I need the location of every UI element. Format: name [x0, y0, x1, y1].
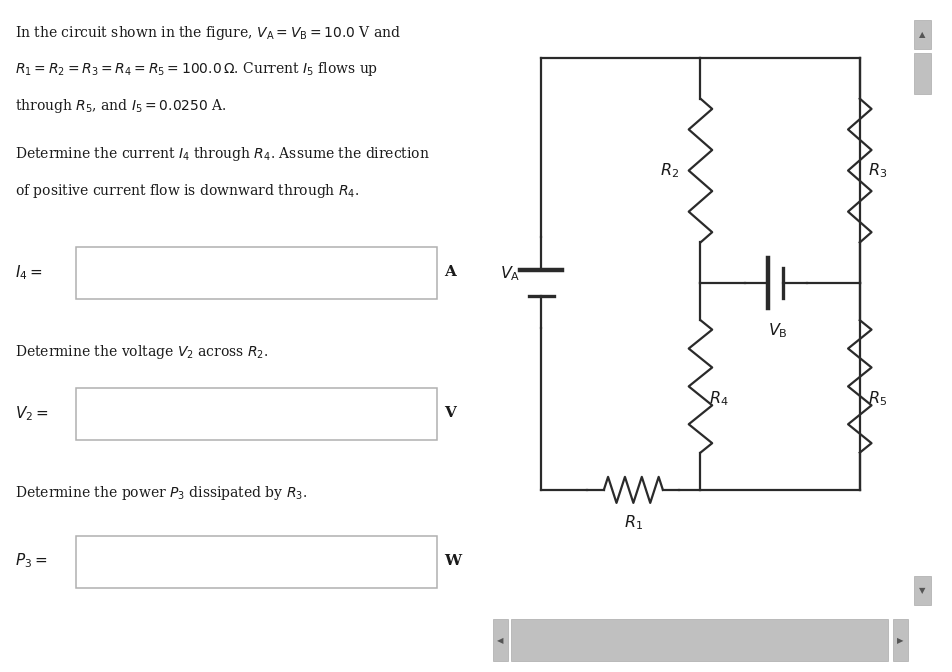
FancyBboxPatch shape [510, 619, 887, 661]
FancyBboxPatch shape [76, 536, 436, 588]
Text: of positive current flow is downward through $R_4$.: of positive current flow is downward thr… [14, 183, 359, 200]
Text: $R_1 = R_2 = R_3 = R_4 = R_5 = 100.0\,\Omega$. Current $I_5$ flows up: $R_1 = R_2 = R_3 = R_4 = R_5 = 100.0\,\O… [14, 60, 378, 79]
Text: $V_\mathrm{A}$: $V_\mathrm{A}$ [499, 265, 520, 284]
Text: Determine the power $P_3$ dissipated by $R_3$.: Determine the power $P_3$ dissipated by … [14, 484, 307, 502]
FancyBboxPatch shape [913, 54, 930, 93]
Text: $R_4$: $R_4$ [708, 389, 727, 408]
Text: V: V [444, 407, 456, 420]
FancyBboxPatch shape [892, 619, 907, 661]
Text: ▼: ▼ [919, 586, 924, 595]
Text: ▲: ▲ [919, 30, 924, 39]
FancyBboxPatch shape [76, 388, 436, 440]
FancyBboxPatch shape [76, 247, 436, 299]
Text: $R_2$: $R_2$ [660, 161, 679, 180]
Text: $R_1$: $R_1$ [624, 513, 643, 532]
FancyBboxPatch shape [913, 19, 930, 49]
FancyBboxPatch shape [492, 619, 507, 661]
Text: $R_3$: $R_3$ [867, 161, 886, 180]
Text: $I_4 =$: $I_4 =$ [14, 263, 43, 282]
Text: In the circuit shown in the figure, $V_\mathrm{A} = V_\mathrm{B} = 10.0$ V and: In the circuit shown in the figure, $V_\… [14, 24, 401, 42]
Text: $P_3 =$: $P_3 =$ [14, 552, 48, 571]
Text: $R_5$: $R_5$ [867, 389, 886, 408]
Text: ◀: ◀ [497, 636, 504, 644]
Text: A: A [444, 265, 456, 279]
Text: through $R_5$, and $I_5 = 0.0250$ A.: through $R_5$, and $I_5 = 0.0250$ A. [14, 97, 227, 116]
Text: $V_\mathrm{B}$: $V_\mathrm{B}$ [767, 321, 787, 340]
Text: W: W [444, 554, 461, 568]
Text: $V_2 =$: $V_2 =$ [14, 404, 49, 423]
Text: Determine the voltage $V_2$ across $R_2$.: Determine the voltage $V_2$ across $R_2$… [14, 343, 268, 361]
FancyBboxPatch shape [913, 576, 930, 605]
Text: Determine the current $I_4$ through $R_4$. Assume the direction: Determine the current $I_4$ through $R_4… [14, 146, 429, 163]
Text: ▶: ▶ [896, 636, 902, 644]
